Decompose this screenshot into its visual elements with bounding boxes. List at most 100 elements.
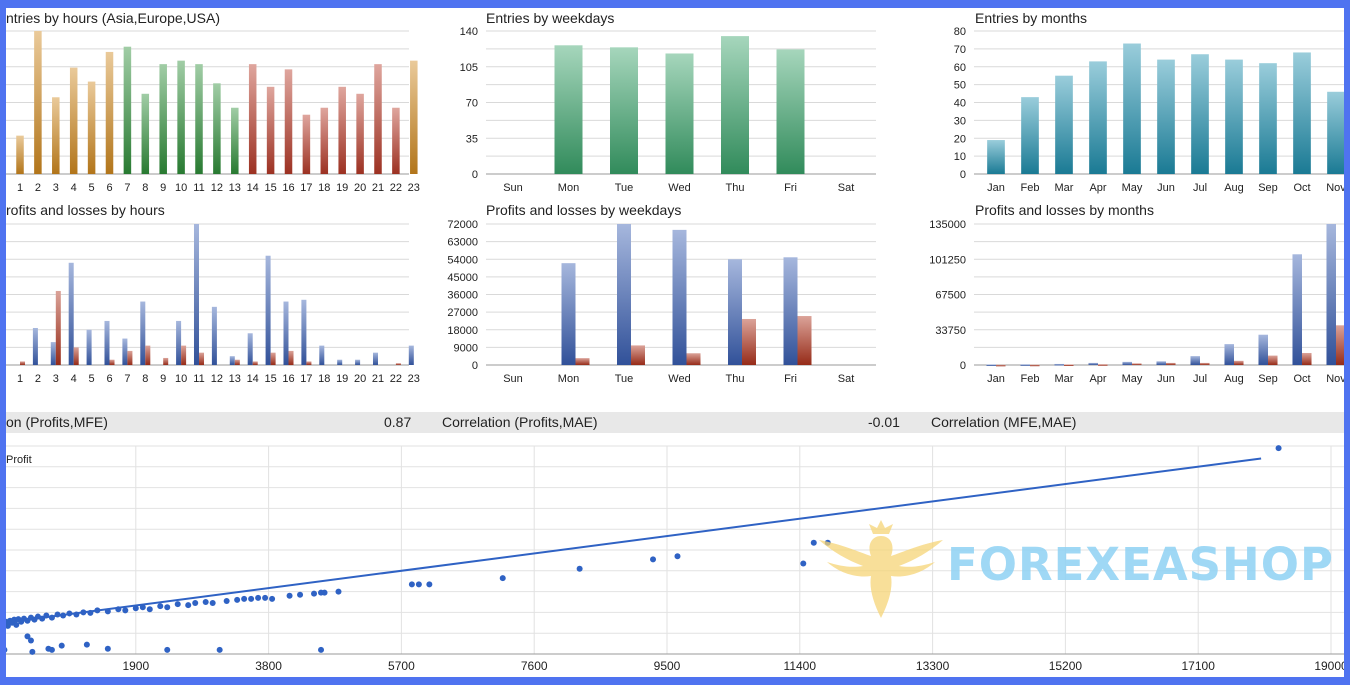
loss-bar — [1268, 355, 1278, 365]
scatter-point — [87, 609, 94, 616]
loss-bar — [797, 316, 812, 365]
correlation-mfe-mae-label: Correlation (MFE,MAE) — [931, 414, 1077, 430]
scatter-point — [58, 642, 65, 649]
x-tick-label: Thu — [726, 182, 745, 194]
y-tick-label: 45000 — [447, 272, 478, 284]
profit-bar — [193, 224, 199, 365]
x-tick-label: 3 — [53, 182, 59, 194]
loss-bar — [1132, 363, 1142, 365]
y-tick-label: 30 — [954, 115, 966, 127]
x-tick-label: Oct — [1293, 373, 1310, 385]
scatter-point — [318, 646, 325, 653]
bar — [284, 69, 293, 174]
y-tick-label: 20 — [954, 133, 966, 145]
bar — [105, 51, 114, 174]
x-tick-label: 17100 — [1182, 659, 1216, 673]
scatter-point — [234, 596, 241, 603]
scatter-point — [209, 600, 216, 607]
scatter-point — [27, 637, 34, 644]
correlation-profits-mfe-value: 0.87 — [384, 414, 412, 430]
loss-bar — [73, 347, 79, 365]
y-tick-label: 0 — [960, 360, 966, 372]
bar — [1293, 52, 1311, 175]
y-tick-label: 10 — [954, 151, 966, 163]
pl-weekdays-title: Profits and losses by weekdays — [486, 202, 681, 218]
bar — [87, 81, 96, 174]
x-tick-label: 16 — [282, 373, 294, 385]
x-tick-label: 15 — [264, 373, 276, 385]
profit-bar — [372, 352, 378, 365]
x-tick-label: 12 — [211, 373, 223, 385]
bar — [195, 64, 203, 174]
profit-bar — [32, 327, 38, 365]
y-tick-label: 35 — [466, 133, 478, 145]
x-tick-label: Sat — [838, 182, 855, 194]
profit-bar — [1190, 356, 1200, 365]
x-tick-label: Apr — [1089, 182, 1106, 194]
x-tick-label: 23 — [408, 373, 420, 385]
scatter-point — [426, 581, 433, 588]
y-tick-label: 50 — [954, 80, 966, 92]
scatter-point — [248, 595, 255, 602]
entries-months-chart: Entries by months 0 10 20 30 40 50 60 70 80 Jan Feb… — [954, 10, 1344, 194]
x-tick-label: 22 — [390, 373, 402, 385]
x-tick-label: Aug — [1224, 373, 1244, 385]
profit-bar — [140, 301, 146, 365]
x-tick-label: 11 — [193, 182, 204, 194]
bar — [266, 86, 275, 174]
profit-bar — [1054, 363, 1064, 366]
scatter-point — [6, 647, 8, 653]
scatter-point — [415, 581, 422, 588]
bar — [374, 64, 382, 174]
loss-bar — [686, 353, 701, 365]
x-tick-label: 1900 — [122, 659, 149, 673]
x-tick-label: Jan — [987, 373, 1005, 385]
x-tick-label: 5 — [89, 373, 95, 385]
x-tick-label: 16 — [282, 182, 294, 194]
scatter-point — [650, 556, 657, 563]
scatter-point — [94, 607, 101, 614]
y-tick-label: 36000 — [447, 290, 478, 302]
scatter-point — [408, 581, 415, 588]
bar — [177, 60, 185, 174]
profit-bar — [283, 301, 289, 365]
profit-bar — [337, 359, 343, 365]
scatter-point — [185, 602, 192, 609]
bar — [141, 93, 150, 174]
bar — [987, 140, 1005, 174]
scatter-point — [29, 648, 36, 655]
bar — [776, 49, 805, 175]
y-tick-label: 60 — [954, 62, 966, 74]
scatter-point — [157, 603, 164, 610]
x-tick-label: Nov — [1326, 182, 1344, 194]
pl-months-chart: Profits and losses by months 0 33750 67500 1… — [929, 202, 1344, 385]
x-tick-label: 7 — [124, 182, 130, 194]
report-panel: ntries by hours (Asia,Europe,USA) 1 2 3 4 5 6 7… — [6, 8, 1344, 677]
x-tick-label: 3800 — [255, 659, 282, 673]
bar — [721, 36, 749, 174]
x-tick-label: Jan — [987, 182, 1005, 194]
scatter-point — [202, 599, 209, 605]
x-tick-label: 1 — [17, 182, 23, 194]
x-tick-label: 5 — [89, 182, 95, 194]
profit-bar — [122, 338, 128, 365]
loss-bar — [1098, 364, 1108, 366]
x-tick-label: 9500 — [654, 659, 681, 673]
scatter-point — [297, 591, 304, 598]
x-tick-label: 8 — [142, 182, 148, 194]
scatter-point — [39, 615, 46, 622]
x-tick-label: Mar — [1055, 373, 1074, 385]
x-tick-label: Jul — [1193, 182, 1207, 194]
x-tick-label: 8 — [142, 373, 148, 385]
bar — [1259, 63, 1277, 174]
scatter-point — [132, 605, 139, 612]
scatter-point — [13, 621, 20, 628]
bar — [1021, 97, 1039, 174]
scatter-point — [146, 606, 153, 613]
loss-bar — [163, 357, 169, 365]
bar — [213, 83, 221, 174]
x-tick-label: May — [1122, 182, 1143, 194]
profit-bar — [1156, 361, 1166, 365]
loss-bar — [1302, 352, 1312, 365]
